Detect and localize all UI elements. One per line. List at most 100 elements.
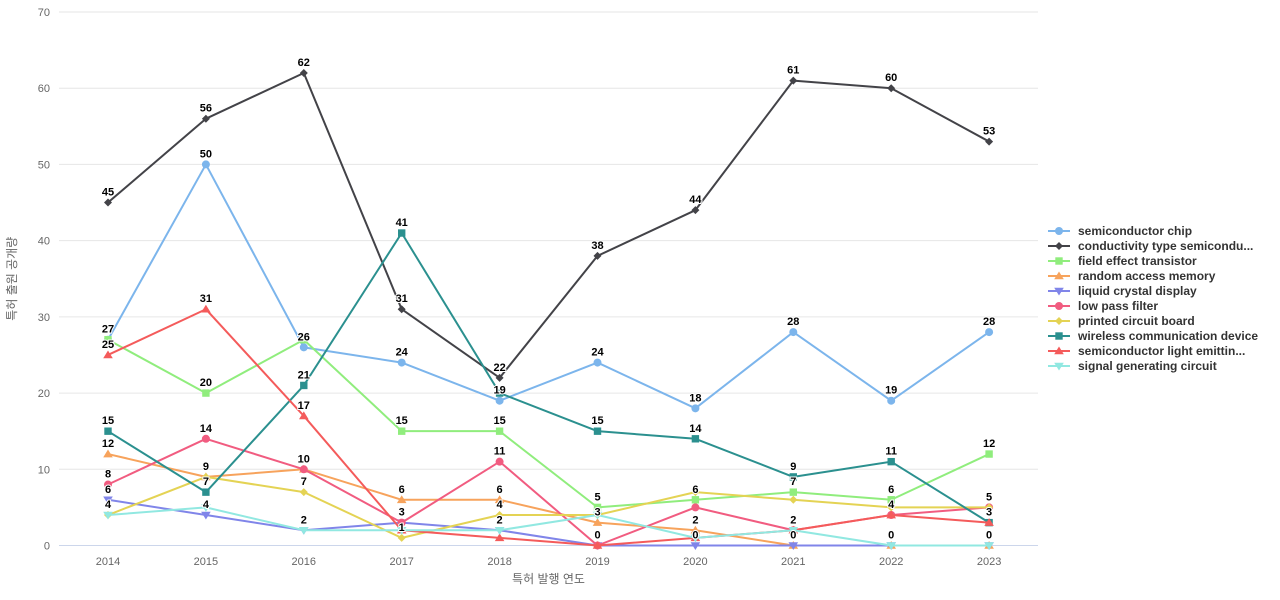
data-point-semiconductor-chip-2016[interactable] (299, 343, 308, 352)
data-point-low-pass-filter-2014[interactable] (104, 480, 112, 489)
data-point-semiconductor-chip-2020[interactable] (691, 404, 700, 413)
data-point-signal-generating-circuit-2020[interactable] (690, 534, 701, 543)
data-point-signal-generating-circuit-2017[interactable] (396, 526, 407, 535)
data-point-random-access-memory-2019[interactable] (592, 518, 603, 526)
legend-item-wireless-communication-device[interactable]: wireless communication device (1048, 329, 1258, 343)
data-label: 15 (493, 415, 505, 427)
data-point-signal-generating-circuit-2014[interactable] (103, 511, 113, 520)
data-point-signal-generating-circuit-2016[interactable] (299, 526, 309, 535)
x-axis-tick-label: 2015 (194, 556, 218, 568)
data-point-field-effect-transistor-2018[interactable] (495, 427, 504, 435)
data-label: 7 (301, 476, 307, 488)
data-point-wireless-communication-device-2017[interactable] (398, 229, 406, 237)
data-label: 4 (203, 499, 210, 511)
data-point-field-effect-transistor-2023[interactable] (985, 450, 993, 458)
data-point-semiconductor-light-emittin-2022[interactable] (886, 510, 896, 519)
data-point-conductivity-type-semicondu-2015[interactable] (201, 114, 210, 123)
data-label: 0 (986, 530, 992, 542)
legend-item-field-effect-transistor[interactable]: field effect transistor (1048, 254, 1197, 268)
data-point-signal-generating-circuit-2022[interactable] (886, 542, 896, 550)
data-point-semiconductor-chip-2019[interactable] (593, 358, 602, 367)
data-point-printed-circuit-board-2020[interactable] (691, 488, 700, 497)
data-point-field-effect-transistor-2015[interactable] (202, 389, 210, 397)
data-point-field-effect-transistor-2016[interactable] (300, 336, 308, 344)
data-point-wireless-communication-device-2019[interactable] (593, 427, 602, 435)
data-point-signal-generating-circuit-2019[interactable] (592, 511, 603, 520)
data-point-low-pass-filter-2016[interactable] (299, 465, 308, 474)
x-axis-tick-label: 2018 (487, 556, 511, 568)
data-point-conductivity-type-semicondu-2020[interactable] (691, 206, 700, 215)
data-point-wireless-communication-device-2020[interactable] (691, 435, 700, 443)
legend-item-signal-generating-circuit[interactable]: signal generating circuit (1048, 359, 1217, 373)
data-point-low-pass-filter-2015[interactable] (201, 434, 210, 443)
data-point-printed-circuit-board-2023[interactable] (985, 503, 994, 512)
data-label: 6 (497, 484, 503, 496)
data-point-semiconductor-chip-2017[interactable] (397, 358, 406, 367)
data-point-semiconductor-light-emittin-2014[interactable] (103, 350, 113, 359)
data-point-conductivity-type-semicondu-2021[interactable] (789, 76, 798, 85)
data-point-conductivity-type-semicondu-2019[interactable] (593, 251, 602, 260)
data-point-semiconductor-light-emittin-2016[interactable] (299, 411, 309, 420)
data-point-signal-generating-circuit-2021[interactable] (788, 526, 799, 535)
legend-item-low-pass-filter[interactable]: low pass filter (1048, 299, 1158, 313)
data-point-semiconductor-light-emittin-2019[interactable] (592, 541, 603, 549)
series-conductivity-type-semicondu (104, 68, 994, 382)
data-point-liquid-crystal-display-2015[interactable] (201, 511, 211, 520)
data-point-liquid-crystal-display-2021[interactable] (788, 542, 799, 550)
data-point-signal-generating-circuit-2023[interactable] (984, 542, 994, 550)
data-point-field-effect-transistor-2017[interactable] (398, 427, 406, 435)
data-point-conductivity-type-semicondu-2022[interactable] (887, 84, 896, 93)
data-point-wireless-communication-device-2014[interactable] (104, 427, 112, 435)
legend-item-printed-circuit-board[interactable]: printed circuit board (1048, 314, 1195, 328)
data-point-low-pass-filter-2017[interactable] (397, 518, 406, 527)
data-point-conductivity-type-semicondu-2014[interactable] (104, 198, 112, 207)
data-point-semiconductor-light-emittin-2015[interactable] (201, 304, 211, 313)
data-point-printed-circuit-board-2022[interactable] (887, 503, 896, 512)
data-point-random-access-memory-2020[interactable] (690, 525, 701, 534)
data-point-printed-circuit-board-2017[interactable] (397, 533, 406, 542)
semiconductor-chip-legend-marker-icon (1055, 227, 1063, 235)
data-point-semiconductor-light-emittin-2023[interactable] (984, 518, 994, 526)
data-point-random-access-memory-2017[interactable] (396, 495, 407, 504)
data-point-field-effect-transistor-2022[interactable] (887, 496, 895, 504)
data-point-semiconductor-light-emittin-2018[interactable] (494, 533, 505, 542)
data-point-wireless-communication-device-2016[interactable] (300, 381, 308, 390)
data-point-semiconductor-chip-2021[interactable] (789, 328, 798, 337)
data-point-liquid-crystal-display-2014[interactable] (103, 496, 113, 505)
x-axis-tick-label: 2019 (585, 556, 609, 568)
data-point-printed-circuit-board-2015[interactable] (201, 472, 210, 481)
data-point-printed-circuit-board-2018[interactable] (495, 511, 504, 520)
data-point-printed-circuit-board-2016[interactable] (299, 488, 308, 497)
legend-item-semiconductor-light-emittin[interactable]: semiconductor light emittin... (1048, 344, 1245, 358)
data-point-semiconductor-chip-2023[interactable] (985, 328, 994, 337)
legend-item-liquid-crystal-display[interactable]: liquid crystal display (1048, 284, 1197, 298)
data-point-wireless-communication-device-2015[interactable] (202, 488, 210, 496)
data-point-conductivity-type-semicondu-2016[interactable] (299, 68, 308, 77)
data-point-signal-generating-circuit-2018[interactable] (494, 526, 505, 535)
data-point-field-effect-transistor-2020[interactable] (691, 496, 700, 504)
data-point-low-pass-filter-2020[interactable] (691, 503, 700, 512)
data-point-wireless-communication-device-2022[interactable] (887, 457, 895, 466)
data-point-semiconductor-chip-2015[interactable] (201, 160, 210, 169)
legend-item-semiconductor-chip[interactable]: semiconductor chip (1048, 224, 1192, 238)
data-point-conductivity-type-semicondu-2018[interactable] (495, 373, 504, 382)
data-point-wireless-communication-device-2021[interactable] (789, 473, 797, 481)
data-point-signal-generating-circuit-2015[interactable] (201, 504, 211, 512)
data-point-wireless-communication-device-2018[interactable] (495, 389, 504, 397)
data-label: 60 (885, 72, 897, 84)
data-point-printed-circuit-board-2021[interactable] (789, 495, 798, 504)
data-point-semiconductor-chip-2022[interactable] (887, 396, 896, 405)
data-point-random-access-memory-2014[interactable] (103, 449, 113, 458)
data-point-field-effect-transistor-2019[interactable] (593, 503, 602, 512)
data-point-field-effect-transistor-2021[interactable] (789, 488, 797, 496)
data-point-low-pass-filter-2018[interactable] (495, 457, 504, 466)
data-label: 15 (396, 415, 408, 427)
data-point-semiconductor-chip-2018[interactable] (495, 396, 504, 405)
data-point-field-effect-transistor-2014[interactable] (104, 336, 112, 344)
data-point-conductivity-type-semicondu-2023[interactable] (985, 137, 994, 146)
legend-item-conductivity-type-semicondu[interactable]: conductivity type semicondu... (1048, 239, 1253, 253)
data-point-liquid-crystal-display-2020[interactable] (690, 542, 701, 550)
data-point-random-access-memory-2018[interactable] (494, 495, 505, 504)
legend-item-random-access-memory[interactable]: random access memory (1048, 269, 1216, 283)
data-point-conductivity-type-semicondu-2017[interactable] (397, 305, 406, 314)
